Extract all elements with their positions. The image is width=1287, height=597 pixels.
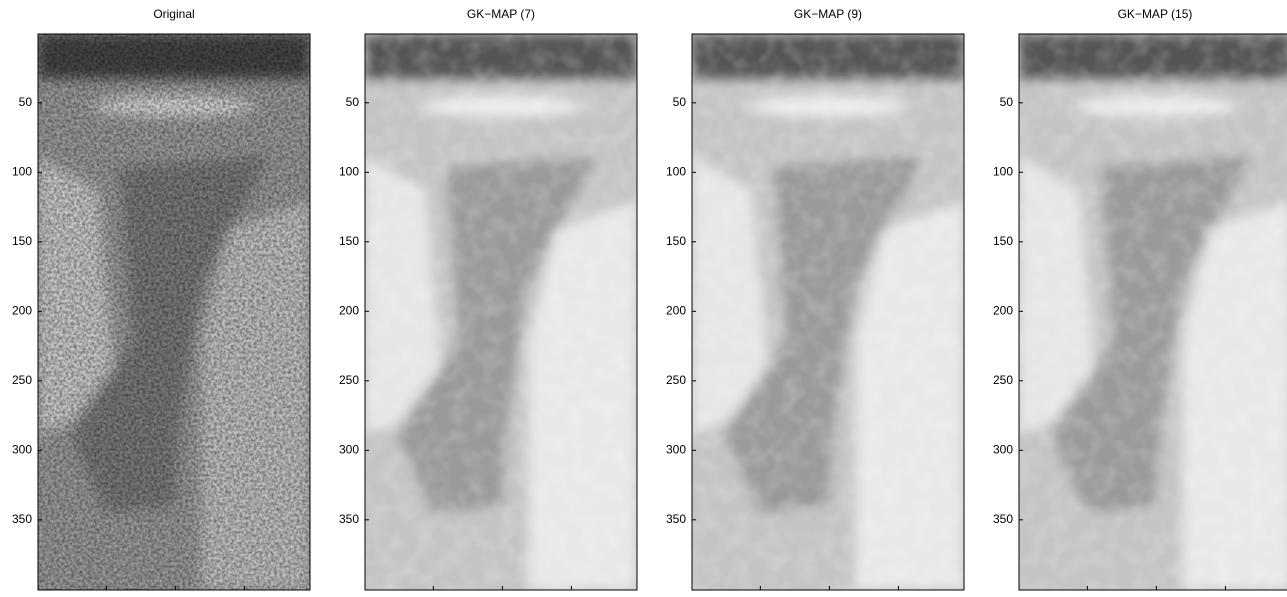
y-tick-label: 300 xyxy=(666,442,686,456)
axes-box xyxy=(691,33,965,591)
panel-title: GK−MAP (7) xyxy=(467,7,535,21)
y-tick-label: 350 xyxy=(993,512,1013,526)
y-tick-label: 350 xyxy=(339,512,359,526)
image xyxy=(692,34,964,590)
y-tick-label: 200 xyxy=(993,303,1013,317)
y-tick-label: 100 xyxy=(993,164,1013,178)
y-tick-label: 150 xyxy=(339,234,359,248)
panel: GK−MAP (15)5010015050100150200250300350 xyxy=(993,7,1287,597)
axes-box xyxy=(37,33,311,591)
image-texture xyxy=(692,34,964,590)
panel-title: GK−MAP (15) xyxy=(1118,7,1193,21)
y-tick-label: 50 xyxy=(673,95,687,109)
y-tick-label: 200 xyxy=(339,303,359,317)
y-tick-label: 350 xyxy=(12,512,32,526)
y-tick-label: 200 xyxy=(12,303,32,317)
y-tick-label: 300 xyxy=(339,442,359,456)
image xyxy=(365,34,637,590)
y-tick-label: 250 xyxy=(12,373,32,387)
y-tick-label: 150 xyxy=(666,234,686,248)
y-tick-label: 300 xyxy=(12,442,32,456)
y-tick-label: 250 xyxy=(666,373,686,387)
y-tick-label: 300 xyxy=(993,442,1013,456)
image xyxy=(38,34,310,590)
image-texture xyxy=(365,34,637,590)
panel: GK−MAP (9)5010015050100150200250300350 xyxy=(666,7,965,597)
y-tick-label: 350 xyxy=(666,512,686,526)
y-tick-label: 50 xyxy=(346,95,360,109)
y-tick-label: 100 xyxy=(666,164,686,178)
y-tick-label: 250 xyxy=(993,373,1013,387)
axes-box xyxy=(364,33,638,591)
y-tick-label: 250 xyxy=(339,373,359,387)
y-tick-label: 100 xyxy=(339,164,359,178)
y-tick-label: 200 xyxy=(666,303,686,317)
image-texture xyxy=(38,34,310,590)
panel: Original5010015050100150200250300350 xyxy=(12,7,311,597)
y-tick-label: 150 xyxy=(993,234,1013,248)
panel: GK−MAP (7)5010015050100150200250300350 xyxy=(339,7,638,597)
y-tick-label: 50 xyxy=(1000,95,1014,109)
y-tick-label: 50 xyxy=(19,95,33,109)
axes-box xyxy=(1018,33,1287,591)
y-tick-label: 100 xyxy=(12,164,32,178)
y-tick-label: 150 xyxy=(12,234,32,248)
panel-title: Original xyxy=(153,7,194,21)
panel-title: GK−MAP (9) xyxy=(794,7,862,21)
image xyxy=(1019,34,1287,590)
image-texture xyxy=(1019,34,1287,590)
